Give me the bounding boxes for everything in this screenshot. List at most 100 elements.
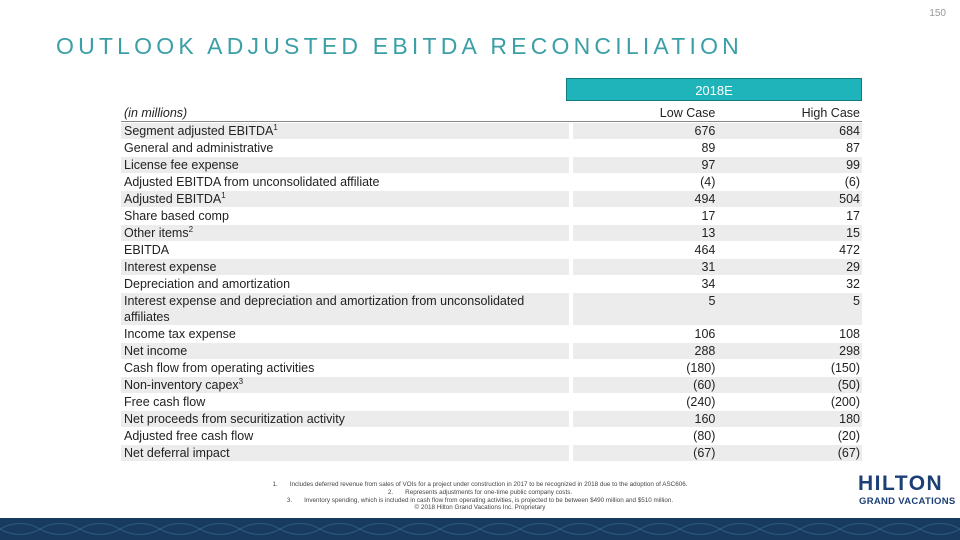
low-case: (180) <box>686 360 716 375</box>
high-case: 29 <box>717 258 862 275</box>
high-case: (20) <box>837 428 860 443</box>
label-text: Net proceeds from securitization activit… <box>124 411 345 426</box>
footnote-text: Includes deferred revenue from sales of … <box>289 481 688 488</box>
table-row: General and administrative 89 87 <box>121 139 862 156</box>
table-row: Interest expense 31 29 <box>121 258 862 275</box>
label-text: Net deferral impact <box>124 445 230 460</box>
label-text: Adjusted EBITDA <box>124 191 222 206</box>
footnote-text: Represents adjustments for one-time publ… <box>405 488 573 496</box>
high-case: 17 <box>846 208 860 223</box>
low-case: 5 <box>572 292 718 325</box>
high-case: 108 <box>839 326 860 341</box>
row-label: Interest expense and depreciation and am… <box>121 292 569 325</box>
high-case: (50) <box>717 376 862 393</box>
column-header: High Case <box>801 105 860 120</box>
logo-name: HILTON <box>858 472 944 495</box>
high-case: 15 <box>717 224 862 241</box>
low-case: (67) <box>572 444 718 461</box>
label-text: Other items <box>124 225 189 240</box>
high-case: 99 <box>717 156 862 173</box>
high-case: 504 <box>717 190 862 207</box>
low-case: 31 <box>572 258 718 275</box>
low-case: 160 <box>572 410 718 427</box>
label-text: Interest expense and depreciation and am… <box>124 293 525 324</box>
logo-tagline: GRAND VACATIONS <box>859 496 956 507</box>
column-header: Low Case <box>659 105 716 120</box>
copyright: © 2018 Hilton Grand Vacations Inc. Propr… <box>414 504 546 512</box>
low-case: (80) <box>693 428 716 443</box>
footnote: 3. Inventory spending, which is included … <box>150 497 810 505</box>
column-header: (in millions) <box>124 105 188 120</box>
label-text: Adjusted EBITDA from unconsolidated affi… <box>124 174 380 189</box>
low-case: (4) <box>700 174 716 189</box>
table-row: Cash flow from operating activities (180)… <box>121 359 862 376</box>
high-case: 684 <box>717 122 862 139</box>
header-row: (in millions) Low Case High Case <box>121 104 862 122</box>
low-case: 34 <box>701 276 716 291</box>
footnote-ref: 2 <box>188 224 194 234</box>
row-label: Net deferral impact <box>121 444 569 461</box>
footnote-number: 2. <box>387 488 394 496</box>
table-row: Net proceeds from securitization activit… <box>121 410 862 427</box>
table-row: Income tax expense 106 108 <box>121 325 862 342</box>
table-row: Depreciation and amortization 34 32 <box>121 275 862 292</box>
table-row: Interest expense and depreciation and am… <box>121 292 862 325</box>
row-label: License fee expense <box>121 156 569 173</box>
high-case: (6) <box>844 174 860 189</box>
high-case: 180 <box>717 410 862 427</box>
table-row: Adjusted EBITDA from unconsolidated affi… <box>121 173 862 190</box>
row-label: EBITDA <box>121 242 569 258</box>
table-row: Share based comp 17 17 <box>121 207 862 224</box>
label-text: Depreciation and amortization <box>124 276 291 291</box>
table-row: License fee expense 97 99 <box>121 156 862 173</box>
table-row: EBITDA 464 472 <box>121 241 862 258</box>
row-label: Segment adjusted EBITDA1 <box>121 122 569 139</box>
label-text: License fee expense <box>124 157 239 172</box>
footnote: 2. Represents adjustments for one-time pu… <box>150 489 810 497</box>
table-row: Free cash flow (240) (200) <box>121 393 862 410</box>
low-case: (60) <box>572 376 718 393</box>
high-case: 5 <box>717 292 862 325</box>
band-pattern <box>0 523 960 535</box>
label-text: Cash flow from operating activities <box>124 360 315 375</box>
table: (in millions) Low Case High Case Segment ad… <box>121 104 862 461</box>
low-case: 17 <box>701 208 716 223</box>
footer-band <box>0 518 960 540</box>
row-label: Other items2 <box>121 224 569 241</box>
footnote: 1. Includes deferred revenue from sales o… <box>150 481 810 489</box>
label-text: Non-inventory capex <box>124 377 239 392</box>
row-label: General and administrative <box>121 140 569 156</box>
table-row: Net deferral impact (67) (67) <box>121 444 862 461</box>
low-case: 464 <box>694 242 716 257</box>
low-case: 676 <box>572 122 718 139</box>
table-row: Net income 288 298 <box>121 342 862 359</box>
footnote-text: Inventory spending, which is included in… <box>304 496 674 504</box>
footnote-number: 3. <box>286 496 293 504</box>
high-case: 87 <box>846 140 860 155</box>
row-label: Depreciation and amortization <box>121 276 569 292</box>
high-case: (67) <box>717 444 862 461</box>
low-case: 288 <box>572 342 718 359</box>
row-label: Income tax expense <box>121 326 569 342</box>
low-case: 106 <box>694 326 716 341</box>
row-label: Free cash flow <box>121 394 569 410</box>
footnotes: 1. Includes deferred revenue from sales o… <box>150 481 810 512</box>
table-row: Non-inventory capex3 (60) (50) <box>121 376 862 393</box>
row-label: Net income <box>121 342 569 359</box>
label-text: Adjusted free cash flow <box>124 428 254 443</box>
low-case: 97 <box>572 156 718 173</box>
low-case: (240) <box>686 394 716 409</box>
row-label: Net proceeds from securitization activit… <box>121 410 569 427</box>
low-case: 13 <box>572 224 718 241</box>
label-text: Share based comp <box>124 208 229 223</box>
row-label: Non-inventory capex3 <box>121 376 569 393</box>
period-header: 2018E <box>566 78 862 101</box>
table-row: Adjusted free cash flow (80) (20) <box>121 427 862 444</box>
high-case: (150) <box>830 360 860 375</box>
footnote-number: 1. <box>272 481 278 488</box>
label-text: EBITDA <box>124 242 170 257</box>
title: OUTLOOK ADJUSTED EBITDA RECONCILIATION <box>56 33 743 59</box>
footnote-ref: 1 <box>273 122 278 132</box>
row-label: Adjusted free cash flow <box>121 428 569 444</box>
